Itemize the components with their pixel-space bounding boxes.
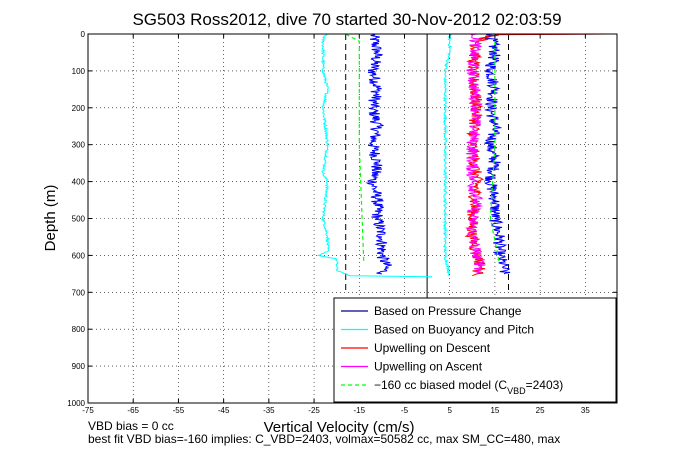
series-line-4 <box>489 34 500 263</box>
legend-entry: Based on Pressure Change <box>374 304 522 318</box>
y-tick-label: 700 <box>72 288 86 297</box>
x-axis-label: Vertical Velocity (cm/s) <box>264 419 415 436</box>
series-line-1 <box>442 33 453 277</box>
tick-labels: -75 -65 -55 -45 -35 -25 -15 -5 5 15 25 350100200300… <box>67 30 590 415</box>
y-tick-label: 400 <box>72 178 86 187</box>
y-tick-label: 900 <box>72 362 86 371</box>
x-tick-label: 5 <box>447 406 452 415</box>
series-line-3 <box>465 33 486 275</box>
legend-box <box>333 297 617 403</box>
legend-entry: Based on Buoyancy and Pitch <box>374 323 534 337</box>
y-tick-label: 100 <box>72 67 86 76</box>
y-tick-label: 200 <box>72 104 86 113</box>
y-axis-label: Depth (m) <box>42 185 59 252</box>
y-tick-label: 600 <box>72 251 86 260</box>
x-tick-label: -15 <box>354 406 366 415</box>
x-tick-label: -75 <box>82 406 94 415</box>
x-tick-label: -65 <box>127 406 139 415</box>
legend-entry: Upwelling on Descent <box>374 341 491 355</box>
y-tick-label: 1000 <box>67 399 85 408</box>
x-tick-label: -35 <box>263 406 275 415</box>
y-tick-label: 300 <box>72 141 86 150</box>
x-tick-label: 25 <box>536 406 545 415</box>
x-tick-label: -5 <box>401 406 409 415</box>
legend: Based on Pressure Change Based on Buoyanc… <box>333 297 617 403</box>
legend-entry: Upwelling on Ascent <box>374 360 483 374</box>
y-tick-label: 500 <box>72 215 86 224</box>
x-tick-label: -25 <box>308 406 320 415</box>
y-tick-label: 0 <box>81 30 86 39</box>
series-layer <box>316 33 609 278</box>
x-tick-label: 35 <box>581 406 590 415</box>
series-line-1 <box>316 33 433 278</box>
series-line-0 <box>365 33 392 275</box>
x-tick-label: 15 <box>490 406 499 415</box>
x-tick-label: -45 <box>218 406 230 415</box>
vbd-bias-note: VBD bias = 0 cc <box>88 419 174 433</box>
y-tick-label: 800 <box>72 325 86 334</box>
x-tick-label: -55 <box>173 406 185 415</box>
chart-title: SG503 Ross2012, dive 70 started 30-Nov-2… <box>132 10 561 29</box>
series-line-4 <box>345 33 365 263</box>
series-line-0 <box>483 33 511 275</box>
best-fit-note: best fit VBD bias=-160 implies: C_VBD=24… <box>88 432 561 446</box>
